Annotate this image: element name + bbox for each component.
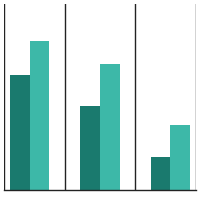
Bar	[30, 41, 49, 190]
Bar	[10, 75, 30, 190]
Bar	[151, 157, 170, 190]
Bar	[100, 64, 120, 190]
Bar	[80, 106, 100, 190]
Bar	[170, 125, 190, 190]
